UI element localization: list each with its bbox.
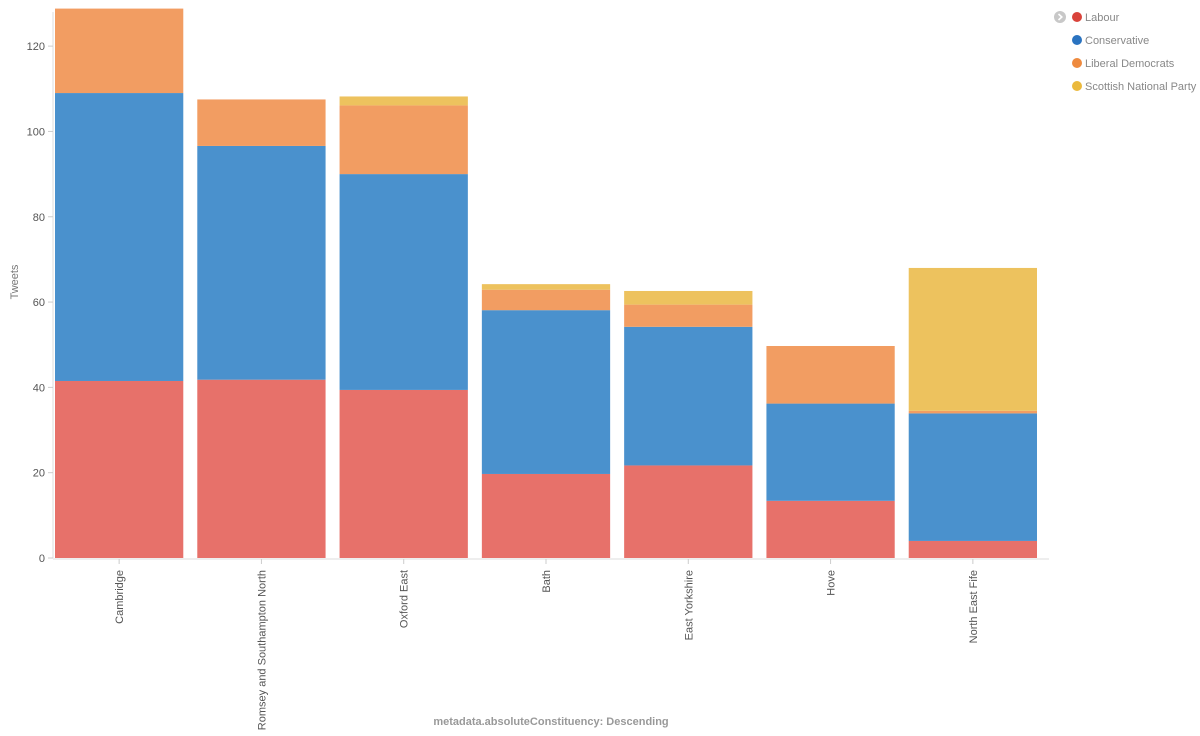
y-tick-label: 100 bbox=[27, 126, 45, 138]
y-tick-label: 60 bbox=[33, 297, 45, 309]
legend-label[interactable]: Labour bbox=[1085, 12, 1120, 24]
y-axis: 0 20 40 60 80 100 120 bbox=[27, 12, 54, 565]
bar-segment[interactable] bbox=[624, 304, 753, 327]
bar-segment[interactable] bbox=[197, 145, 326, 380]
y-tick-label: 120 bbox=[27, 41, 45, 53]
legend-toggle-button[interactable] bbox=[1054, 11, 1066, 23]
bar-segment[interactable] bbox=[339, 174, 468, 390]
legend-swatch[interactable] bbox=[1072, 12, 1082, 22]
x-axis: Cambridge Romsey and Southampton North Oxf… bbox=[53, 558, 1049, 730]
bar-segment[interactable] bbox=[481, 473, 611, 558]
bar-segment[interactable] bbox=[197, 99, 326, 146]
bar-segment[interactable] bbox=[339, 389, 468, 558]
bar-segment[interactable] bbox=[908, 267, 1037, 411]
x-tick-label: Bath bbox=[541, 570, 553, 593]
bar-segment[interactable] bbox=[624, 465, 753, 558]
x-tick-label: Hove bbox=[826, 570, 838, 596]
x-tick-label: North East Fife bbox=[968, 570, 980, 643]
legend-label[interactable]: Liberal Democrats bbox=[1085, 58, 1175, 70]
bar-segment[interactable] bbox=[55, 93, 184, 381]
bar-segment[interactable] bbox=[908, 410, 1037, 414]
legend-swatch[interactable] bbox=[1072, 58, 1082, 68]
x-axis-title: metadata.absoluteConstituency: Descendin… bbox=[433, 716, 668, 728]
x-tick-label: East Yorkshire bbox=[683, 570, 695, 640]
bar-segment[interactable] bbox=[481, 310, 611, 474]
bar-segment[interactable] bbox=[624, 326, 753, 466]
bar-segment[interactable] bbox=[339, 96, 468, 106]
y-tick-label: 0 bbox=[39, 553, 45, 565]
bar-segment[interactable] bbox=[908, 540, 1037, 558]
bar-segment[interactable] bbox=[55, 380, 184, 558]
bar-segment[interactable] bbox=[908, 413, 1037, 541]
x-tick-label: Cambridge bbox=[114, 570, 126, 624]
bar-segment[interactable] bbox=[766, 403, 895, 501]
y-tick-label: 40 bbox=[33, 382, 45, 394]
bar-segment[interactable] bbox=[481, 289, 611, 311]
legend: Labour Conservative Liberal Democrats Scott… bbox=[1054, 11, 1197, 93]
y-tick-label: 20 bbox=[33, 468, 45, 480]
x-tick-label: Oxford East bbox=[399, 570, 411, 628]
bar-segment[interactable] bbox=[339, 105, 468, 175]
bar-segment[interactable] bbox=[55, 8, 184, 94]
legend-swatch[interactable] bbox=[1072, 81, 1082, 91]
bar-segment[interactable] bbox=[481, 284, 611, 290]
y-tick-label: 80 bbox=[33, 212, 45, 224]
chevron-right-icon bbox=[1057, 13, 1063, 21]
bar-segment[interactable] bbox=[766, 500, 895, 558]
x-tick-label: Romsey and Southampton North bbox=[256, 570, 268, 730]
bar-segment[interactable] bbox=[624, 290, 753, 305]
bar-segment[interactable] bbox=[197, 379, 326, 558]
bars bbox=[55, 8, 1037, 558]
legend-label[interactable]: Scottish National Party bbox=[1085, 81, 1197, 93]
legend-swatch[interactable] bbox=[1072, 35, 1082, 45]
legend-label[interactable]: Conservative bbox=[1085, 35, 1149, 47]
legend-toggle-circle[interactable] bbox=[1054, 11, 1066, 23]
y-axis-title: Tweets bbox=[9, 264, 21, 299]
bar-segment[interactable] bbox=[766, 345, 895, 404]
